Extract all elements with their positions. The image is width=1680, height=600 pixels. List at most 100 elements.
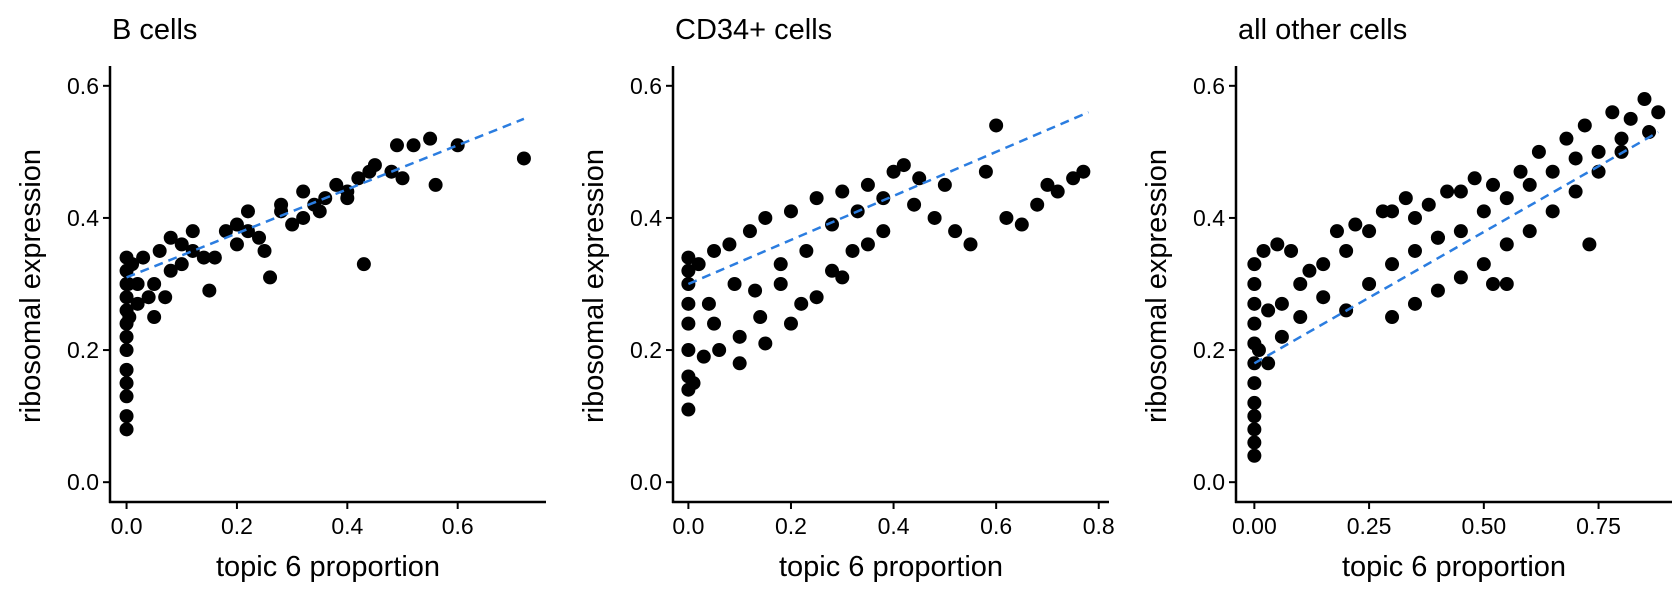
data-point (285, 217, 300, 232)
y-tick-label: 0.6 (630, 73, 662, 99)
data-point (1577, 118, 1592, 133)
data-point (696, 349, 711, 364)
data-point (136, 250, 151, 265)
data-point (1247, 395, 1262, 410)
data-point (185, 243, 200, 258)
data-point (362, 164, 377, 179)
data-point (876, 224, 891, 239)
data-point (141, 290, 156, 305)
panel-title: CD34+ cells (675, 14, 832, 46)
data-point (927, 210, 942, 225)
data-point (119, 389, 134, 404)
data-point (1522, 177, 1537, 192)
data-point (296, 210, 311, 225)
data-point (218, 224, 233, 239)
data-point (152, 243, 167, 258)
data-point (1284, 243, 1299, 258)
data-point (1398, 191, 1413, 206)
y-tick-label: 0.4 (630, 205, 662, 231)
panel-title: B cells (112, 14, 197, 46)
data-point (1453, 224, 1468, 239)
data-point (783, 204, 798, 219)
data-point (686, 376, 701, 391)
data-point (125, 257, 140, 272)
data-point (119, 343, 134, 358)
data-point (681, 250, 696, 265)
data-point (163, 230, 178, 245)
data-point (1247, 316, 1262, 331)
data-point (681, 296, 696, 311)
data-point (1261, 356, 1276, 371)
data-point (989, 118, 1004, 133)
data-point (712, 343, 727, 358)
data-point (783, 316, 798, 331)
data-point (1040, 177, 1055, 192)
fit-line (1253, 130, 1659, 365)
data-point (423, 131, 438, 146)
data-point (1545, 204, 1560, 219)
data-point (1247, 257, 1262, 272)
data-point (1014, 217, 1029, 232)
data-point (196, 250, 211, 265)
data-point (691, 257, 706, 272)
y-tick-label: 0.2 (1193, 337, 1225, 363)
data-point (516, 151, 531, 166)
y-tick-label: 0.0 (67, 469, 99, 495)
data-point (130, 296, 145, 311)
data-point (1247, 409, 1262, 424)
data-point (963, 237, 978, 252)
y-tick-label: 0.6 (1193, 73, 1225, 99)
data-point (1513, 164, 1528, 179)
data-point (1261, 303, 1276, 318)
data-point (794, 296, 809, 311)
data-point (1605, 105, 1620, 120)
data-point (896, 158, 911, 173)
data-point (948, 224, 963, 239)
data-point (1076, 164, 1091, 179)
data-point (748, 283, 763, 298)
data-point (1522, 224, 1537, 239)
y-tick-label: 0.4 (1193, 205, 1225, 231)
data-point (240, 204, 255, 219)
y-tick-label: 0.0 (1193, 469, 1225, 495)
data-point (1293, 310, 1308, 325)
data-point (119, 290, 134, 305)
data-point (356, 257, 371, 272)
data-point (773, 257, 788, 272)
x-axis-label: topic 6 proportion (216, 551, 440, 583)
data-point (1293, 277, 1308, 291)
data-point (1385, 257, 1400, 272)
data-point (1582, 237, 1597, 252)
data-point (1430, 230, 1445, 245)
data-point (174, 237, 189, 252)
data-point (773, 277, 788, 291)
data-point (1568, 151, 1583, 166)
data-point (860, 237, 875, 252)
data-point (1066, 171, 1081, 186)
data-point (1247, 448, 1262, 463)
data-point (1362, 277, 1377, 291)
panel-cd34-cells: CD34+ cells 0.0 0.2 0.4 0.6 0.0 0.2 0.4 0.6 0.8 to… (578, 14, 1115, 583)
data-point (835, 184, 850, 199)
data-point (1499, 191, 1514, 206)
y-tick-label: 0.2 (67, 337, 99, 363)
data-point (428, 177, 443, 192)
data-point (147, 310, 162, 325)
data-point (937, 177, 952, 192)
y-axis-label: ribosomal expression (578, 149, 610, 423)
data-point (207, 250, 222, 265)
data-point (119, 362, 134, 377)
data-point (1362, 224, 1377, 239)
data-point (835, 270, 850, 285)
data-point (119, 422, 134, 437)
data-point (1486, 277, 1501, 291)
data-point (119, 409, 134, 424)
x-tick-label: 0.0 (111, 513, 143, 539)
x-tick-label: 0.2 (775, 513, 807, 539)
x-tick-label: 0.6 (442, 513, 474, 539)
x-tick-label: 0.25 (1347, 513, 1392, 539)
data-point (1348, 217, 1363, 232)
data-point (907, 197, 922, 212)
